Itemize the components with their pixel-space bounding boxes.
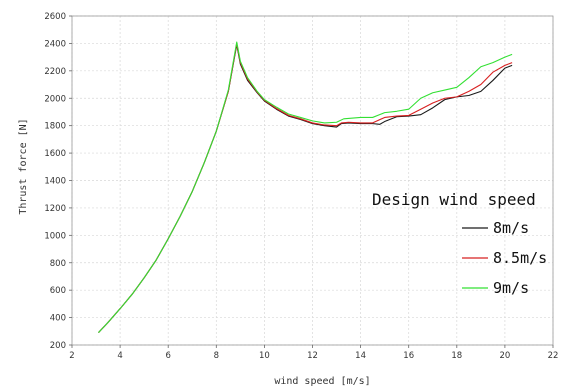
x-tick-label: 4 (117, 351, 122, 361)
x-tick-label: 12 (307, 351, 318, 361)
y-tick-label: 1800 (44, 122, 66, 132)
x-axis-ticks: 2 4 6 8 10 12 14 16 18 20 22 (69, 345, 558, 361)
y-axis-label: Thrust force [N] (18, 118, 29, 214)
y-tick-label: 400 (50, 314, 66, 324)
legend-label: 8m/s (493, 219, 529, 237)
y-tick-label: 600 (50, 286, 66, 296)
y-tick-label: 1600 (44, 149, 66, 159)
legend: Design wind speed 8m/s 8.5m/s 9m/s (372, 190, 547, 297)
y-tick-label: 200 (50, 341, 66, 351)
legend-title: Design wind speed (372, 190, 536, 209)
y-tick-label: 2600 (44, 12, 66, 22)
series-line-2 (98, 41, 513, 334)
legend-label: 8.5m/s (493, 249, 547, 267)
series-line-0 (98, 44, 513, 334)
x-tick-label: 2 (69, 351, 74, 361)
series-lines (98, 41, 513, 334)
y-tick-label: 800 (50, 259, 66, 269)
grid (71, 15, 554, 346)
x-tick-label: 10 (259, 351, 270, 361)
series-line-1 (98, 42, 513, 334)
x-tick-label: 16 (403, 351, 414, 361)
y-tick-label: 1200 (44, 204, 66, 214)
legend-label: 9m/s (493, 279, 529, 297)
x-tick-label: 8 (214, 351, 219, 361)
x-tick-label: 20 (499, 351, 510, 361)
y-tick-label: 2400 (44, 39, 66, 49)
y-tick-label: 1000 (44, 231, 66, 241)
y-tick-label: 2200 (44, 67, 66, 77)
legend-entries: 8m/s 8.5m/s 9m/s (462, 219, 547, 297)
x-tick-label: 22 (548, 351, 559, 361)
y-axis-ticks: 200 400 600 800 1000 1200 1400 1600 1800 2000 2200… (44, 12, 72, 351)
y-tick-label: 2000 (44, 94, 66, 104)
x-axis-label: wind speed [m/s] (274, 376, 370, 387)
x-tick-label: 18 (451, 351, 462, 361)
x-tick-label: 6 (165, 351, 170, 361)
y-tick-label: 1400 (44, 177, 66, 187)
x-tick-label: 14 (355, 351, 366, 361)
